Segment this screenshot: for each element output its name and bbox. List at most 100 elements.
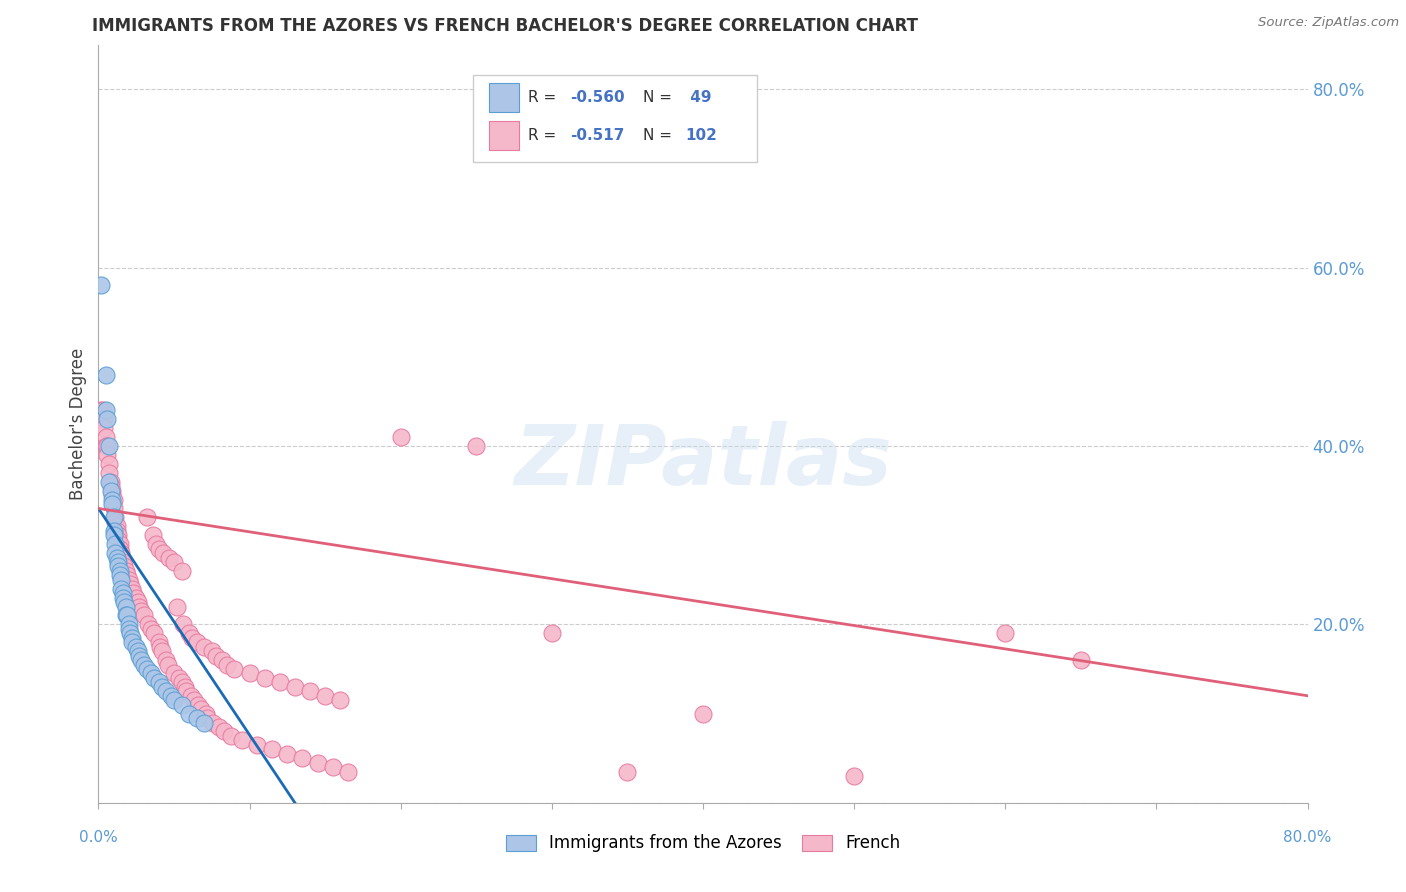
Point [136,617,159,632]
Point [224,662,246,676]
Point [112,559,135,574]
Text: IMMIGRANTS FROM THE AZORES VS FRENCH BACHELOR'S DEGREE CORRELATION CHART: IMMIGRANTS FROM THE AZORES VS FRENCH BAC… [93,17,918,35]
Point [111,591,134,605]
Point [91,403,114,417]
Point [322,760,344,774]
Point [110,582,132,596]
Point [104,515,127,529]
Point [125,591,148,605]
Text: -0.560: -0.560 [569,90,624,105]
Point [202,715,225,730]
Point [148,635,170,649]
Y-axis label: Bachelor's Degree: Bachelor's Degree [69,348,87,500]
Point [262,742,284,756]
Point [132,657,155,672]
Point [118,617,141,632]
Point [149,640,172,654]
Point [994,626,1017,640]
Point [540,626,562,640]
Point [616,764,638,779]
Point [90,403,112,417]
Point [170,564,193,578]
Point [148,675,170,690]
Point [103,492,125,507]
Point [105,524,128,538]
Text: -0.517: -0.517 [569,128,624,143]
Point [150,680,173,694]
Point [179,706,201,721]
Point [94,430,117,444]
Point [172,617,194,632]
Point [208,720,231,734]
Point [173,680,195,694]
Point [98,466,121,480]
Point [145,537,167,551]
Point [94,439,117,453]
Text: ZIPatlas: ZIPatlas [515,421,891,502]
Point [170,675,193,690]
Text: 49: 49 [685,90,711,105]
Point [118,573,141,587]
Point [135,662,157,676]
Point [314,689,336,703]
Point [142,528,165,542]
Point [212,724,235,739]
Point [121,631,143,645]
Point [159,550,181,565]
Point [110,573,132,587]
Point [103,501,125,516]
Point [336,764,359,779]
Point [239,666,262,681]
Point [100,475,122,489]
Point [143,671,166,685]
Point [284,680,307,694]
Point [96,448,118,462]
Point [291,751,314,765]
Point [125,640,148,654]
Text: Source: ZipAtlas.com: Source: ZipAtlas.com [1258,16,1399,29]
Point [163,555,186,569]
Point [163,693,186,707]
Point [465,439,488,453]
Point [155,653,177,667]
Point [205,648,228,663]
Text: N =: N = [643,128,676,143]
Point [121,635,143,649]
Point [193,640,215,654]
Point [107,555,129,569]
Point [211,653,233,667]
Point [692,706,714,721]
Point [107,533,129,547]
Point [100,483,122,498]
Point [93,421,115,435]
Text: R =: R = [527,128,561,143]
Legend: Immigrants from the Azores, French: Immigrants from the Azores, French [499,828,907,859]
Point [170,698,193,712]
Point [135,510,157,524]
Point [190,702,212,716]
Point [104,510,127,524]
Point [163,666,186,681]
Point [160,689,183,703]
Point [96,439,118,453]
Point [90,278,112,293]
Point [201,644,224,658]
Point [101,483,124,498]
Point [114,564,136,578]
Point [108,564,131,578]
Text: 102: 102 [685,128,717,143]
Point [329,693,352,707]
Point [115,608,138,623]
Point [195,711,218,725]
Point [127,595,149,609]
Point [118,622,141,636]
Point [148,541,170,556]
Point [141,622,163,636]
Point [186,635,208,649]
Point [112,595,135,609]
Point [246,738,269,752]
Point [114,599,136,614]
Point [101,488,124,502]
Point [180,689,202,703]
Text: R =: R = [527,90,561,105]
